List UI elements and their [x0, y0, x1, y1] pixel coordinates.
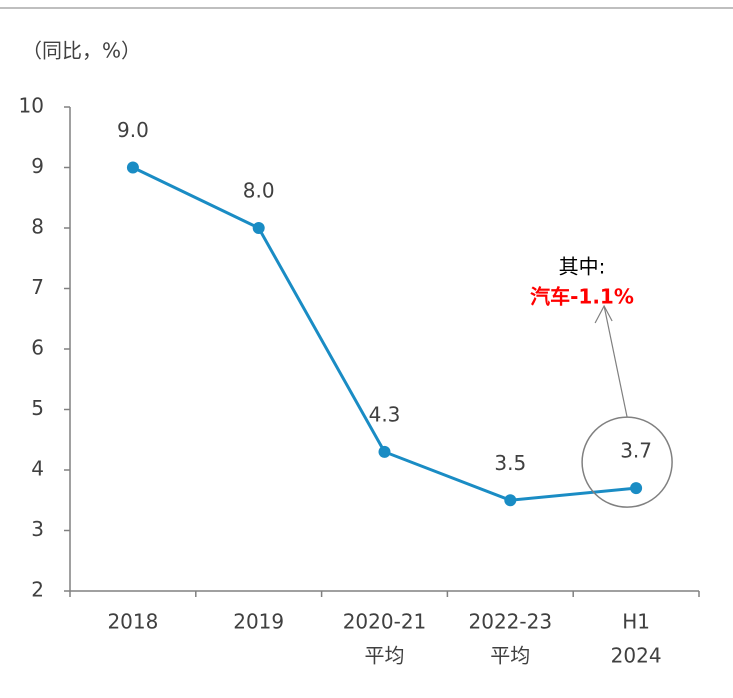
data-label: 3.7	[620, 439, 652, 463]
x-tick-label: 2024	[611, 644, 662, 668]
y-tick-label: 8	[31, 215, 44, 239]
x-tick-label: 平均	[490, 644, 530, 668]
annotation: 其中:	[559, 255, 606, 279]
y-tick-label: 4	[31, 457, 44, 481]
arrow-head	[594, 304, 613, 324]
data-label: 3.5	[494, 451, 526, 475]
y-tick-label: 2	[31, 578, 44, 602]
data-label: 8.0	[243, 179, 275, 203]
y-tick-label: 5	[31, 396, 44, 420]
y-tick-label: 3	[31, 517, 44, 541]
point	[630, 482, 643, 495]
data-label: 9.0	[117, 118, 149, 142]
y-tick-label: 10	[19, 94, 44, 118]
data-label: 4.3	[369, 402, 401, 426]
y-tick-label: 6	[31, 336, 44, 360]
x-tick-label: 2019	[233, 610, 284, 634]
point	[378, 445, 391, 458]
point	[126, 161, 139, 174]
annotation: 汽车-1.1%	[530, 285, 634, 309]
x-tick-label: 2018	[107, 610, 158, 634]
annotation-arrow	[603, 305, 628, 418]
point	[504, 494, 517, 507]
y-tick-label: 9	[31, 154, 44, 178]
point	[252, 222, 265, 234]
y-axis-label: （同比，%）	[22, 39, 141, 63]
x-tick-label: H1	[622, 610, 650, 634]
x-tick-label: 2022-23	[469, 610, 553, 634]
x-tick-label: 平均	[365, 644, 405, 668]
x-tick-label: 2020-21	[343, 610, 427, 634]
y-tick-label: 7	[31, 275, 44, 299]
